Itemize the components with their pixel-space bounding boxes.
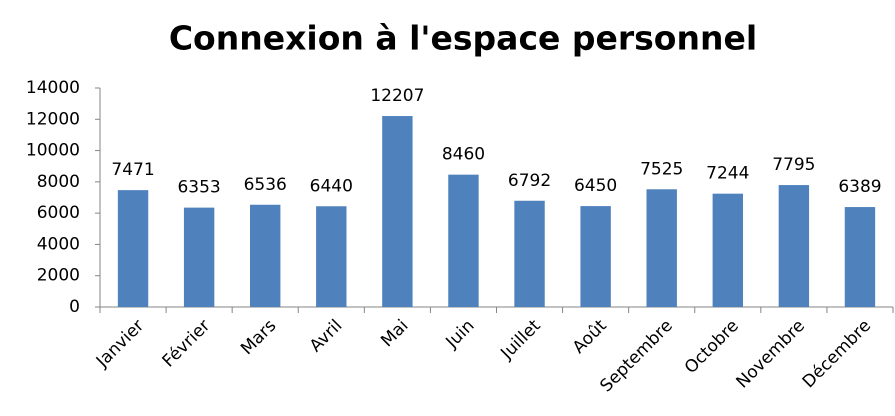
data-label: 6450 xyxy=(574,176,617,196)
x-tick-label: Octobre xyxy=(681,316,743,378)
x-tick-label: Juillet xyxy=(496,316,544,364)
bar xyxy=(712,193,743,307)
data-label: 6536 xyxy=(244,175,287,195)
bar xyxy=(183,207,215,307)
y-tick-label: 0 xyxy=(69,297,80,317)
data-label: 8460 xyxy=(442,145,485,165)
y-tick-label: 12000 xyxy=(26,109,80,129)
data-label: 7244 xyxy=(706,164,749,184)
data-label: 7471 xyxy=(111,160,154,180)
data-label: 6353 xyxy=(177,178,220,198)
data-label: 7525 xyxy=(640,159,683,179)
bar xyxy=(250,204,281,307)
x-tick-label: Novembre xyxy=(733,316,809,392)
x-tick-label: Janvier xyxy=(92,316,148,372)
y-tick-label: 14000 xyxy=(26,78,80,98)
data-label: 6792 xyxy=(508,171,551,191)
x-tick-label: Juin xyxy=(442,316,479,353)
x-tick-label: Avril xyxy=(306,316,346,356)
x-tick-label: Décembre xyxy=(799,316,875,392)
x-tick-label: Février xyxy=(159,316,215,372)
bar xyxy=(580,206,611,307)
x-tick-label: Mars xyxy=(237,316,280,359)
bar xyxy=(514,200,545,307)
x-tick-label: Mai xyxy=(377,316,412,351)
bar xyxy=(448,174,479,307)
bar xyxy=(382,116,413,308)
data-label: 12207 xyxy=(370,86,424,106)
bar xyxy=(316,206,347,307)
chart-title: Connexion à l'espace personnel xyxy=(169,19,757,58)
data-label: 6440 xyxy=(310,176,353,196)
y-tick-label: 4000 xyxy=(37,234,80,254)
data-label: 6389 xyxy=(838,177,881,197)
y-tick-label: 2000 xyxy=(37,266,80,286)
data-label: 7795 xyxy=(772,155,815,175)
x-tick-label: Août xyxy=(569,316,611,358)
y-tick-label: 6000 xyxy=(37,203,80,223)
bar xyxy=(844,207,876,307)
bar xyxy=(778,185,810,307)
y-tick-label: 10000 xyxy=(26,141,80,161)
y-tick-label: 8000 xyxy=(37,172,80,192)
bar xyxy=(117,190,149,307)
bar xyxy=(646,189,677,307)
